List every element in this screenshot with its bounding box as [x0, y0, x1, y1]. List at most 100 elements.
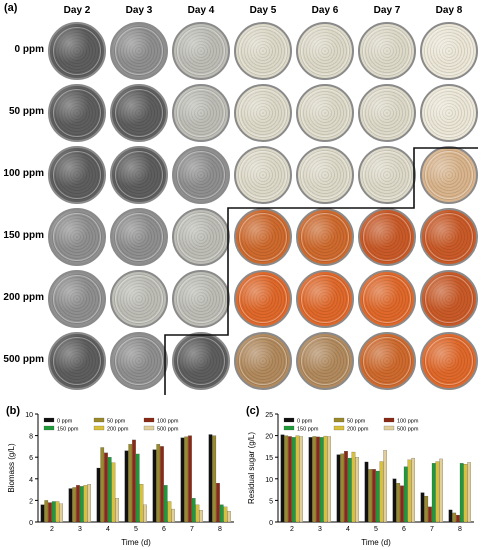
bar-500-ppm: [327, 436, 332, 523]
bar-100-ppm: [188, 435, 192, 523]
bar-0-ppm: [96, 467, 101, 523]
bar-150-ppm: [51, 501, 56, 523]
bar-50-ppm: [284, 435, 289, 523]
legend-label: 200 ppm: [107, 427, 129, 433]
legend-label: 50 ppm: [347, 419, 366, 425]
culture-dish: [172, 84, 230, 142]
bar-0-ppm: [308, 437, 313, 523]
bar-150-ppm: [431, 463, 436, 523]
bar-100-ppm: [288, 436, 292, 523]
bar-150-ppm: [163, 485, 168, 523]
legend-label: 150 ppm: [297, 427, 319, 433]
x-tick-label: 6: [162, 526, 166, 533]
concentration-label: 500 ppm: [3, 354, 44, 365]
bar-150-ppm: [375, 470, 380, 523]
legend-swatch: [143, 417, 155, 423]
y-tick-label: 4: [29, 477, 33, 484]
culture-dish: [48, 208, 106, 266]
bar-200-ppm: [435, 461, 440, 523]
culture-dish: [420, 270, 478, 328]
y-tick-label: 5: [269, 498, 273, 505]
bar-200-ppm: [223, 506, 228, 523]
legend-swatch: [383, 425, 395, 431]
culture-dish: [234, 270, 292, 328]
bar-100-ppm: [76, 485, 80, 523]
culture-dish: [48, 146, 106, 204]
day-header: Day 2: [63, 5, 91, 16]
residual-sugar-chart: (c) 0 5 10 15 20 25 2 3 4 5 6 7 8 Time (d) Residual sug…: [246, 406, 474, 547]
bar-0-ppm: [68, 488, 73, 523]
culture-dish: [172, 208, 230, 266]
y-tick-label: 20: [265, 434, 273, 441]
culture-dish: [420, 22, 478, 80]
x-tick-label: 7: [190, 526, 194, 533]
culture-dish: [358, 84, 416, 142]
bar-50-ppm: [452, 512, 457, 523]
bar-200-ppm: [323, 435, 328, 523]
legend-label: 0 ppm: [57, 419, 73, 425]
day-header: Day 5: [249, 5, 277, 16]
bar-100-ppm: [316, 436, 320, 523]
culture-dish: [296, 22, 354, 80]
bar-0-ppm: [364, 461, 369, 523]
legend-label: 500 ppm: [157, 427, 179, 433]
legend-swatch: [333, 425, 345, 431]
culture-dish: [234, 22, 292, 80]
culture-dish: [358, 332, 416, 390]
legend-swatch: [93, 417, 105, 423]
bar-0-ppm: [180, 437, 185, 523]
bar-150-ppm: [347, 457, 352, 523]
culture-dish: [358, 146, 416, 204]
culture-dish: [420, 146, 478, 204]
culture-dish: [296, 208, 354, 266]
culture-dish: [110, 22, 168, 80]
legend-swatch: [43, 425, 55, 431]
bar-150-ppm: [79, 486, 84, 523]
y-tick-label: 10: [265, 477, 273, 484]
culture-dish: [234, 208, 292, 266]
bar-50-ppm: [340, 453, 345, 523]
day-header: Day 8: [435, 5, 463, 16]
culture-dish: [110, 146, 168, 204]
bar-500-ppm: [115, 498, 120, 523]
bar-150-ppm: [219, 504, 224, 523]
culture-dish: [172, 332, 230, 390]
culture-dish: [110, 84, 168, 142]
y-tick-label: 10: [25, 412, 33, 419]
bar-500-ppm: [439, 458, 443, 523]
bar-500-ppm: [227, 511, 231, 523]
bar-150-ppm: [191, 498, 196, 523]
x-axis-title: Time (d): [361, 538, 391, 547]
bar-0-ppm: [40, 504, 45, 523]
bar-200-ppm: [111, 462, 116, 523]
bar-200-ppm: [351, 451, 356, 523]
culture-dish: [358, 270, 416, 328]
x-tick-label: 8: [458, 526, 462, 533]
bar-50-ppm: [312, 436, 317, 523]
bar-500-ppm: [171, 508, 175, 523]
bar-100-ppm: [104, 452, 108, 523]
bar-500-ppm: [199, 510, 203, 523]
y-axis-title: Residual sugar (g/L): [247, 432, 256, 504]
legend-swatch: [143, 425, 155, 431]
bar-50-ppm: [44, 500, 49, 523]
bar-500-ppm: [59, 503, 64, 523]
day-header: Day 6: [311, 5, 339, 16]
culture-dish: [110, 270, 168, 328]
bar-100-ppm: [132, 439, 136, 523]
bar-200-ppm: [55, 501, 60, 523]
bar-50-ppm: [100, 447, 105, 523]
bar-200-ppm: [463, 464, 468, 523]
legend-swatch: [333, 417, 345, 423]
x-tick-label: 3: [318, 526, 322, 533]
bar-500-ppm: [87, 484, 92, 523]
bar-100-ppm: [160, 446, 164, 523]
culture-dish: [296, 146, 354, 204]
culture-dish: [420, 84, 478, 142]
x-tick-label: 4: [346, 526, 350, 533]
x-tick-label: 2: [290, 526, 294, 533]
bar-0-ppm: [336, 454, 341, 523]
bar-50-ppm: [156, 444, 161, 523]
x-tick-label: 8: [218, 526, 222, 533]
bar-200-ppm: [139, 484, 144, 523]
